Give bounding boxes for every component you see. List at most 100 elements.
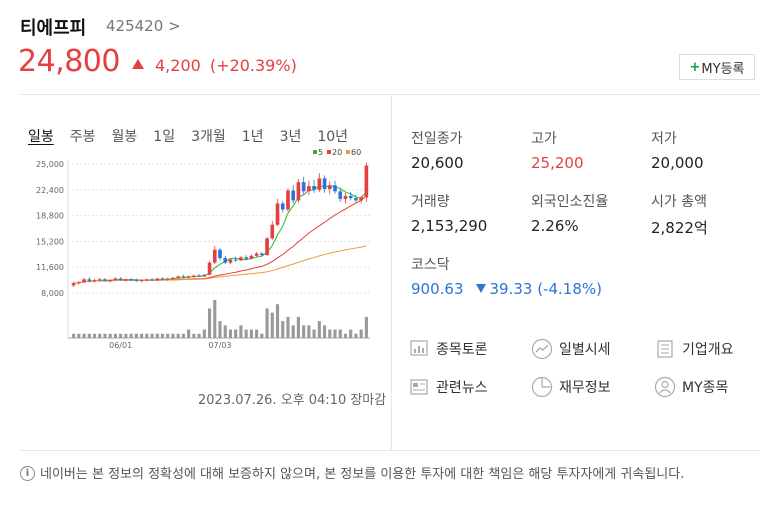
candle-body-26 [207, 262, 212, 275]
kosdaq: 코스닥 900.63 39.33 (-4.18%) [411, 254, 671, 298]
candle-body-32 [239, 257, 243, 261]
volume-bar-43 [296, 316, 300, 338]
legend-label-1: 20 [332, 148, 342, 157]
volume-bar-30 [228, 329, 233, 338]
prev-close: 전일종가 20,600 [411, 128, 541, 172]
my-stock-link[interactable]: MY종목 [654, 376, 728, 398]
volume-bar-26 [207, 308, 212, 338]
volume-bar-3 [87, 333, 91, 338]
volume-bar-51 [338, 329, 342, 338]
volume-bar-6 [103, 333, 107, 338]
period-tab-5[interactable]: 1년 [241, 129, 264, 145]
company-overview-link[interactable]: 기업개요 [654, 338, 734, 360]
candle-body-28 [218, 249, 222, 259]
candle-body-17 [160, 278, 165, 280]
period-tab-7[interactable]: 10년 [317, 129, 349, 145]
update-timestamp: 2023.07.26. 오후 04:10 장마감 [198, 393, 387, 408]
current-price: 24,800 [18, 44, 120, 79]
document-list-icon [654, 338, 676, 360]
period-tab-0[interactable]: 일봉 [28, 129, 54, 145]
volume: 거래량 2,153,290 [411, 191, 541, 235]
ma-line-5 [73, 185, 367, 284]
volume-bar-12 [134, 333, 138, 338]
info-icon: i [20, 466, 35, 481]
period-tab-6[interactable]: 3년 [279, 129, 302, 145]
y-tick-label-3: 15,200 [36, 237, 64, 246]
period-tab-4[interactable]: 3개월 [191, 129, 226, 145]
candle-body-49 [327, 185, 332, 190]
chart-bar-icon [408, 338, 430, 360]
discussion-link[interactable]: 종목토론 [408, 338, 488, 360]
daily-price-link[interactable]: 일별시세 [531, 338, 611, 360]
volume-bar-54 [354, 333, 358, 338]
prev-close-value: 20,600 [411, 154, 464, 172]
period-tab-2[interactable]: 월봉 [111, 129, 138, 145]
low-label: 저가 [651, 131, 677, 147]
candle-body-45 [307, 186, 311, 192]
period-tab-1[interactable]: 주봉 [69, 129, 96, 145]
low: 저가 20,000 [651, 128, 773, 172]
volume-bar-0 [72, 333, 76, 338]
volume-bar-21 [181, 333, 185, 338]
candle-body-12 [134, 280, 139, 282]
volume-bar-27 [213, 300, 217, 338]
ma-line-20 [73, 195, 367, 284]
my-register-label: MY등록 [701, 61, 745, 77]
candle-body-50 [333, 185, 337, 192]
candle-body-0 [71, 283, 76, 286]
volume-bar-8 [113, 333, 118, 338]
disclaimer-text: 네이버는 본 정보의 정확성에 대해 보증하지 않으며, 본 정보를 이용한 투… [40, 467, 685, 482]
ma-line-60 [73, 245, 367, 284]
change-percent: (+20.39%) [209, 56, 297, 75]
candle-body-5 [97, 279, 102, 281]
foreign-rate-label: 외국인소진율 [531, 194, 609, 210]
candle-body-27 [212, 249, 217, 263]
news-link[interactable]: 관련뉴스 [408, 376, 488, 398]
market-cap: 시가 총액 2,822억 [651, 191, 773, 238]
volume-bar-1 [77, 333, 81, 338]
low-value: 20,000 [651, 154, 704, 172]
candle-body-53 [348, 195, 353, 199]
candle-body-39 [275, 203, 280, 225]
candle-body-24 [197, 275, 201, 277]
volume-bar-36 [260, 333, 264, 338]
y-tick-label-5: 8,000 [41, 289, 64, 298]
candle-body-1 [77, 282, 81, 284]
market-cap-unit: 억 [693, 219, 708, 237]
kosdaq-label: 코스닥 [411, 257, 450, 273]
volume-bar-31 [234, 329, 238, 338]
volume-bar-33 [244, 329, 248, 338]
my-stock-label: MY종목 [682, 380, 729, 396]
market-cap-value: 2,822억 [651, 217, 773, 238]
legend-swatch-2 [346, 150, 350, 154]
legend-swatch-1 [327, 150, 331, 154]
candle-body-25 [202, 274, 207, 277]
volume-bar-22 [187, 329, 191, 338]
discussion-label: 종목토론 [436, 342, 488, 358]
my-register-button[interactable]: + MY등록 [679, 54, 755, 80]
volume-bar-17 [160, 333, 165, 338]
candle-body-29 [223, 258, 228, 263]
stock-code-link[interactable]: 425420 > [106, 17, 181, 35]
candle-body-6 [103, 279, 107, 281]
volume-bar-55 [359, 329, 363, 338]
candle-body-41 [286, 190, 290, 210]
volume-bar-16 [155, 333, 159, 338]
candle-body-9 [118, 278, 123, 281]
volume-bar-24 [197, 333, 201, 338]
finance-link[interactable]: 재무정보 [531, 376, 611, 398]
period-tab-3[interactable]: 1일 [153, 129, 176, 145]
volume-bar-44 [302, 325, 306, 338]
x-tick-label-0: 06/01 [109, 341, 132, 350]
candle-body-14 [144, 279, 149, 281]
volume-bar-20 [176, 333, 180, 338]
bottom-divider [20, 450, 760, 451]
down-arrow-icon [475, 284, 486, 293]
candle-body-16 [155, 278, 160, 281]
pie-chart-icon [531, 376, 553, 398]
plus-icon: + [689, 59, 701, 75]
candle-body-20 [176, 276, 181, 278]
y-tick-label-1: 22,400 [36, 186, 64, 195]
x-tick-label-1: 07/03 [208, 341, 231, 350]
newspaper-icon [408, 376, 430, 398]
